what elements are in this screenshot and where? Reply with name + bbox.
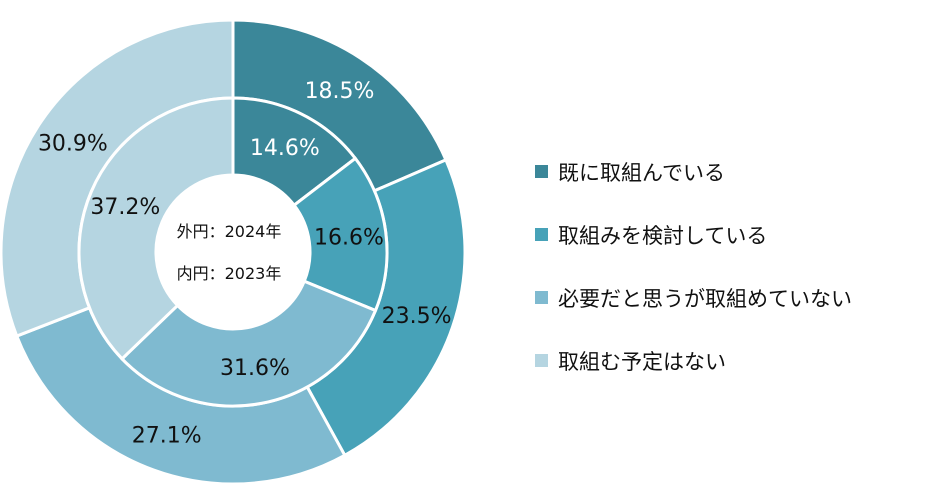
legend-item: 既に取組んでいる <box>535 140 852 203</box>
outer-value-label: 18.5% <box>305 79 375 104</box>
center-label: 外円：2024年 <box>177 222 282 241</box>
legend-swatch <box>535 354 548 367</box>
inner-value-label: 31.6% <box>220 356 290 381</box>
inner-value-label: 14.6% <box>250 136 320 161</box>
inner-value-label: 16.6% <box>314 226 384 251</box>
legend-label: 必要だと思うが取組めていない <box>558 286 852 311</box>
legend-item: 取組む予定はない <box>535 329 852 392</box>
outer-value-label: 30.9% <box>38 131 108 156</box>
legend-label: 取組む予定はない <box>558 349 726 374</box>
outer-value-label: 23.5% <box>382 304 452 329</box>
legend-item: 必要だと思うが取組めていない <box>535 266 852 329</box>
inner-slice <box>77 96 235 361</box>
legend-label: 取組みを検討している <box>558 223 768 248</box>
inner-value-label: 37.2% <box>90 195 160 220</box>
inner-slice <box>119 279 378 408</box>
legend-swatch <box>535 291 548 304</box>
legend-item: 取組みを検討している <box>535 203 852 266</box>
inner-slice <box>292 156 389 313</box>
outer-value-label: 27.1% <box>132 423 202 448</box>
legend-swatch <box>535 228 548 241</box>
center-label: 内円：2023年 <box>177 264 282 283</box>
legend-label: 既に取組んでいる <box>558 160 725 185</box>
legend: 既に取組んでいる 取組みを検討している 必要だと思うが取組めていない 取組む予定… <box>535 140 852 392</box>
legend-swatch <box>535 165 548 178</box>
